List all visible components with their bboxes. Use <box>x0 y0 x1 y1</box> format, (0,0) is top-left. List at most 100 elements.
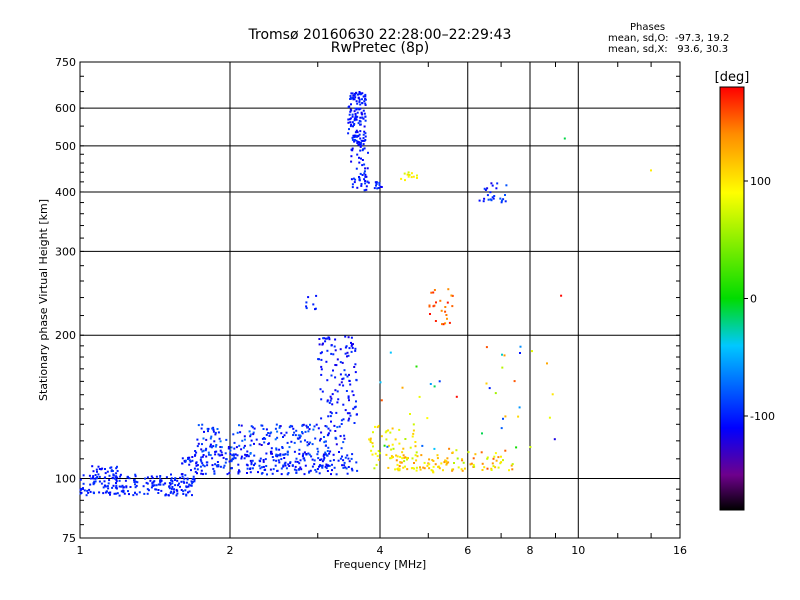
data-point <box>341 455 343 458</box>
data-point <box>122 490 125 492</box>
data-point <box>307 452 310 455</box>
data-point <box>157 489 160 491</box>
data-point <box>97 465 100 468</box>
data-point <box>342 441 345 444</box>
data-point <box>328 464 331 467</box>
data-point <box>334 430 337 432</box>
data-point <box>323 436 325 438</box>
data-point <box>250 463 253 466</box>
data-point <box>352 98 355 101</box>
data-point <box>86 489 89 492</box>
data-point <box>113 492 116 495</box>
data-point <box>146 482 149 485</box>
data-point <box>168 482 171 484</box>
data-point <box>453 462 455 464</box>
data-point <box>346 472 349 475</box>
data-point <box>189 460 192 463</box>
data-point <box>160 479 163 482</box>
data-point <box>356 140 359 143</box>
data-point <box>144 477 147 480</box>
data-point <box>279 453 282 456</box>
data-point <box>426 464 429 467</box>
data-point <box>173 488 175 491</box>
data-point <box>79 478 82 481</box>
data-point <box>279 425 282 428</box>
data-point <box>363 189 366 192</box>
data-point <box>357 97 360 100</box>
data-point <box>213 440 216 443</box>
data-point <box>304 430 307 433</box>
data-point <box>229 449 232 452</box>
data-point <box>329 411 332 414</box>
data-point <box>357 122 360 125</box>
data-point <box>342 466 345 469</box>
data-point <box>504 449 507 452</box>
data-point <box>431 459 434 461</box>
data-point <box>183 459 186 462</box>
data-point <box>553 438 556 441</box>
data-point <box>232 453 235 456</box>
data-point <box>350 178 353 181</box>
data-point <box>299 435 302 438</box>
data-point <box>410 176 413 179</box>
data-point <box>192 475 195 478</box>
data-point <box>159 477 162 480</box>
data-point <box>455 449 458 452</box>
data-point <box>325 360 328 363</box>
data-point <box>114 476 117 479</box>
data-point <box>92 470 95 473</box>
data-point <box>354 363 357 366</box>
data-point <box>415 451 418 454</box>
data-point <box>349 108 352 111</box>
data-point <box>387 429 390 432</box>
data-point <box>129 486 132 488</box>
data-point <box>546 362 548 365</box>
data-point <box>282 453 285 456</box>
data-point <box>171 486 174 488</box>
data-point <box>250 425 253 428</box>
data-point <box>325 454 328 457</box>
data-point <box>350 155 353 158</box>
data-point <box>103 477 106 479</box>
data-point <box>199 465 202 468</box>
data-point <box>349 96 352 99</box>
data-point <box>299 466 302 469</box>
data-point <box>101 467 104 470</box>
data-point <box>339 373 342 376</box>
data-point <box>251 426 254 429</box>
data-point <box>446 301 449 304</box>
data-point <box>94 477 97 480</box>
data-point <box>350 92 353 95</box>
data-point <box>359 120 362 123</box>
data-point <box>213 472 216 475</box>
data-point <box>356 93 359 96</box>
data-point <box>366 167 369 170</box>
data-point <box>361 149 364 152</box>
data-point <box>326 399 329 402</box>
data-point <box>98 475 101 478</box>
data-point <box>343 461 346 464</box>
data-point <box>397 467 400 470</box>
data-point <box>364 175 367 178</box>
data-point <box>259 467 262 470</box>
data-point <box>487 198 490 201</box>
data-point <box>217 465 220 468</box>
data-point <box>396 463 399 466</box>
data-point <box>93 482 96 485</box>
data-point <box>560 294 563 297</box>
data-point <box>106 485 109 488</box>
data-point <box>358 98 361 101</box>
data-point <box>227 447 230 450</box>
data-point <box>176 489 179 492</box>
data-point <box>94 480 97 483</box>
data-point <box>176 479 179 482</box>
data-point <box>294 465 297 468</box>
data-point <box>350 336 353 339</box>
data-point <box>363 172 366 175</box>
data-point <box>298 452 301 455</box>
data-point <box>403 460 406 463</box>
data-point <box>214 450 217 453</box>
data-point <box>398 428 401 431</box>
data-point <box>353 98 356 101</box>
data-point <box>138 491 141 494</box>
